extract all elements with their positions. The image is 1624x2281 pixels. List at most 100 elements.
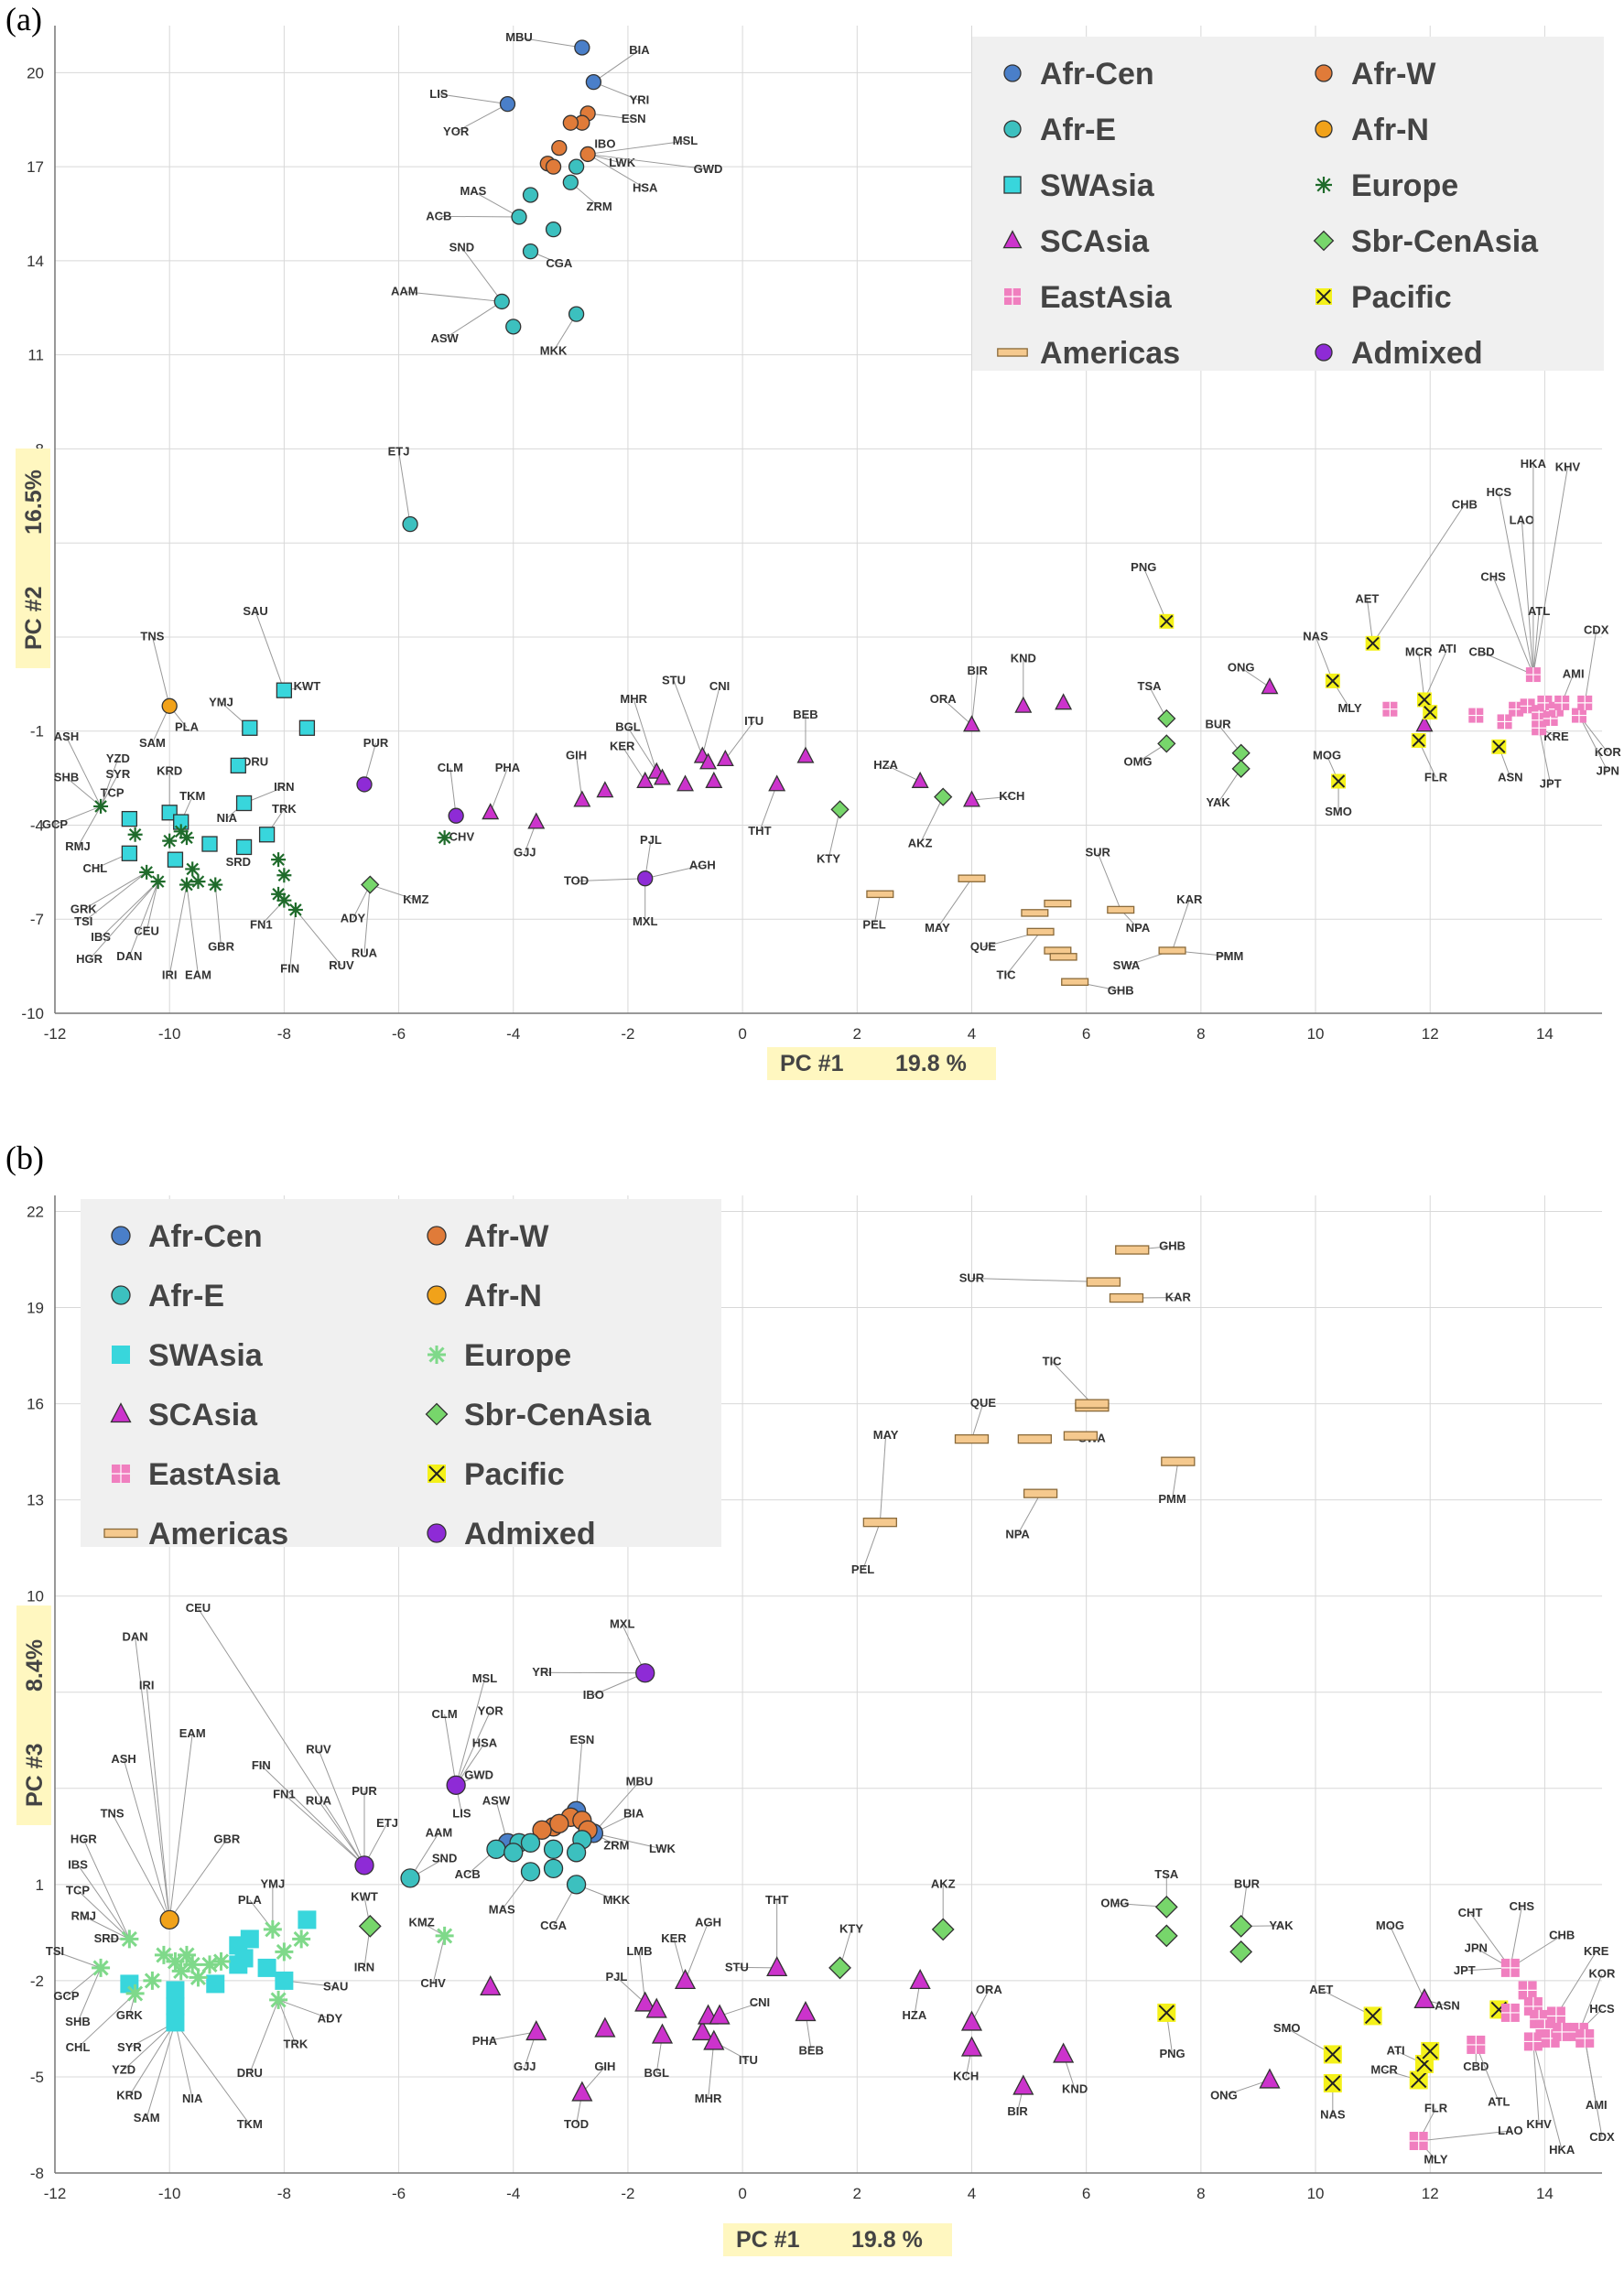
legend-marker-eastasia <box>1004 288 1021 305</box>
population-label: ONG <box>1210 2088 1238 2102</box>
data-point-afr-e <box>487 1840 505 1858</box>
population-label: IRI <box>139 1678 155 1692</box>
population-label: SAM <box>139 736 166 750</box>
data-point-afr-n <box>160 1910 179 1929</box>
population-label: ADY <box>341 912 366 925</box>
legend-label: Europe <box>464 1338 571 1373</box>
population-label: ITU <box>744 714 763 728</box>
population-label: PNG <box>1131 560 1156 574</box>
data-point-scasia <box>1260 2070 1279 2088</box>
legend-label: Afr-W <box>1351 57 1436 92</box>
y-axis-label: PC #3 <box>22 1744 48 1807</box>
x-tick-label: -2 <box>621 2185 634 2202</box>
data-point-scasia <box>677 776 693 791</box>
data-point-europe <box>292 1930 310 1948</box>
y-tick-label: 22 <box>27 1204 44 1221</box>
data-point-afr-e <box>506 319 521 334</box>
data-point-americas <box>1050 954 1077 960</box>
population-label: MAS <box>460 184 486 198</box>
legend-marker-afr-cen <box>1004 65 1021 81</box>
population-label: LMB <box>626 1944 652 1958</box>
population-label: HZA <box>903 2008 927 2022</box>
label-leader-line <box>674 680 702 756</box>
population-label: GBR <box>213 1832 241 1845</box>
data-point-scasia <box>482 805 498 819</box>
population-label: ATL <box>1488 2094 1510 2108</box>
population-label: ATL <box>1528 604 1550 618</box>
population-label: STU <box>662 673 686 686</box>
data-point-americas <box>1027 928 1054 935</box>
y-tick-label: 13 <box>27 1492 44 1509</box>
population-label: ASW <box>482 1793 511 1807</box>
x-axis-percent: 19.8 % <box>851 2227 923 2253</box>
legend-label: Admixed <box>464 1517 596 1551</box>
population-label: AMI <box>1563 666 1585 680</box>
label-leader-line <box>399 451 411 524</box>
data-point-europe <box>185 861 200 876</box>
data-point-scasia <box>1013 2076 1033 2094</box>
population-label: ESN <box>622 112 646 125</box>
population-label: SND <box>449 241 474 254</box>
y-axis-percent: 8.4% <box>22 1639 48 1692</box>
population-label: CGA <box>540 1919 568 1932</box>
population-label: ATI <box>1438 642 1456 655</box>
population-label: IRN <box>354 1960 374 1973</box>
population-label: ETJ <box>388 444 410 458</box>
legend-marker-admixed <box>428 1524 446 1542</box>
data-point-swasia <box>237 839 252 854</box>
data-point-scasia <box>481 1976 500 1995</box>
population-label: MXL <box>633 914 658 928</box>
population-label: MKK <box>540 344 568 358</box>
population-label: ZRM <box>587 200 612 213</box>
data-point-americas <box>1087 1278 1120 1286</box>
data-point-admixed <box>357 777 372 792</box>
population-label: HSA <box>633 181 658 195</box>
population-label: CHT <box>1458 1906 1483 1919</box>
data-point-europe <box>276 893 291 908</box>
population-label: MXL <box>610 1617 635 1631</box>
data-point-admixed <box>636 1664 655 1682</box>
legend-marker-afr-cen <box>112 1227 130 1245</box>
data-point-pacific <box>1326 674 1340 688</box>
y-tick-label: -2 <box>30 1973 44 1990</box>
y-tick-label: 17 <box>27 158 44 176</box>
x-tick-label: 2 <box>853 1025 861 1043</box>
data-point-swasia <box>299 720 314 735</box>
label-leader-line <box>169 885 187 976</box>
data-point-swasia <box>202 837 217 851</box>
data-point-americas <box>1110 1294 1142 1303</box>
data-point-americas <box>867 891 893 897</box>
data-point-europe <box>126 1984 145 2003</box>
population-label: KRE <box>1584 1944 1609 1958</box>
population-label: KOR <box>1589 1966 1617 1980</box>
population-label: IRI <box>162 968 178 981</box>
data-point-europe <box>275 1942 293 1961</box>
population-label: KER <box>610 739 635 752</box>
data-point-afr-e <box>545 1859 563 1877</box>
population-label: GIH <box>566 749 587 762</box>
data-point-americas <box>955 1435 988 1443</box>
population-label: MAS <box>489 1902 515 1916</box>
population-label: RUA <box>306 1793 332 1807</box>
legend-marker-americas <box>104 1530 137 1538</box>
label-leader-line <box>971 671 977 725</box>
population-label: HGR <box>76 952 103 966</box>
x-tick-label: 0 <box>738 1025 746 1043</box>
label-leader-line <box>702 686 720 756</box>
population-label: CHV <box>449 830 475 844</box>
population-label: BGL <box>644 2066 669 2080</box>
data-point-pacific <box>1417 692 1432 707</box>
data-point-pacific <box>1412 733 1426 748</box>
population-label: AGH <box>689 858 716 871</box>
data-point-europe <box>139 865 154 880</box>
data-point-afr-e <box>563 175 578 189</box>
legend-marker-pacific <box>428 1465 446 1483</box>
data-point-scasia <box>676 1970 695 1988</box>
data-point-scasia <box>962 2038 981 2056</box>
data-point-swasia <box>260 827 275 842</box>
legend-marker-americas <box>998 349 1027 356</box>
population-label: CLM <box>438 761 463 774</box>
data-point-pacific <box>1421 2042 1439 2060</box>
label-leader-line <box>1419 2131 1510 2141</box>
y-axis-title: PC #216.5% <box>16 449 50 668</box>
